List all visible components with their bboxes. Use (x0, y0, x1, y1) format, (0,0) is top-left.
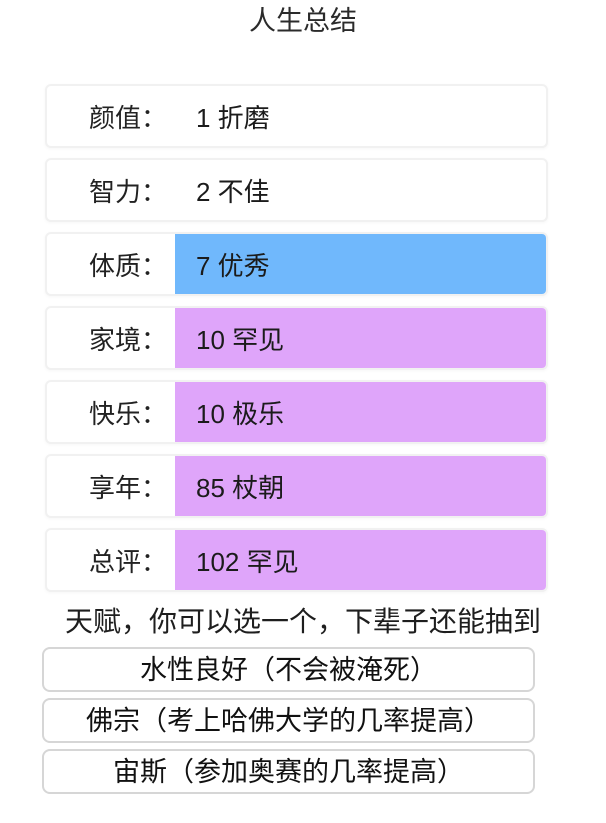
stat-label: 快乐： (88, 398, 167, 429)
stat-label: 享年： (88, 472, 167, 503)
stat-row-physique: 体质： 7 优秀 (45, 232, 548, 296)
stat-value: 10 罕见 (175, 308, 546, 368)
stat-label: 总评： (88, 546, 167, 577)
stat-value: 2 不佳 (196, 176, 270, 207)
talent-options-list: 水性良好（不会被淹死） 佛宗（考上哈佛大学的几率提高） 宙斯（参加奥赛的几率提高… (42, 647, 535, 794)
stat-label: 智力： (88, 176, 167, 207)
stat-label: 颜值： (88, 102, 167, 133)
talent-option-buddhism-button[interactable]: 佛宗（考上哈佛大学的几率提高） (42, 698, 535, 743)
stat-value: 10 极乐 (175, 382, 546, 442)
stat-row-lifespan: 享年： 85 杖朝 (45, 454, 548, 518)
talent-picker-heading: 天赋，你可以选一个，下辈子还能抽到 (64, 606, 541, 637)
stat-label: 家境： (88, 324, 167, 355)
talent-option-zeus-button[interactable]: 宙斯（参加奥赛的几率提高） (42, 749, 535, 794)
life-summary-list: 颜值： 1 折磨 智力： 2 不佳 体质： 7 优秀 家境： 10 罕见 快乐：… (45, 84, 548, 592)
stat-row-overall: 总评： 102 罕见 (45, 528, 548, 592)
talent-option-swimming-button[interactable]: 水性良好（不会被淹死） (42, 647, 535, 692)
page-title: 人生总结 (249, 6, 357, 36)
stat-row-happiness: 快乐： 10 极乐 (45, 380, 548, 444)
stat-row-intelligence: 智力： 2 不佳 (45, 158, 548, 222)
stat-value: 85 杖朝 (175, 456, 546, 516)
stat-label: 体质： (88, 250, 167, 281)
stat-value: 102 罕见 (175, 530, 546, 590)
stat-value: 7 优秀 (175, 234, 546, 294)
stat-value: 1 折磨 (196, 102, 270, 133)
stat-row-appearance: 颜值： 1 折磨 (45, 84, 548, 148)
stat-row-family: 家境： 10 罕见 (45, 306, 548, 370)
